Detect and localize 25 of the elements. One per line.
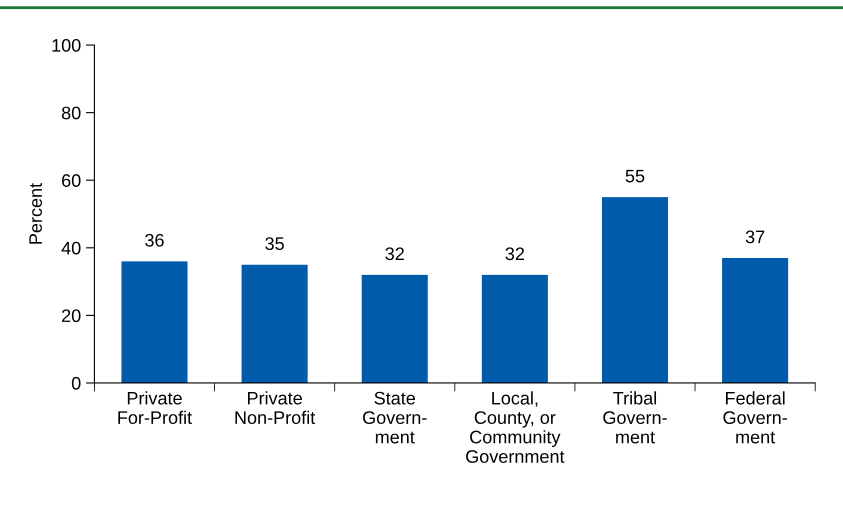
bar [722,258,788,383]
x-tick-label: Federal Govern- ment [723,391,787,444]
data-label: 55 [626,170,644,182]
x-tick-label: Local, County, or Community Government [466,391,564,463]
y-tick-label: 40 [62,242,81,255]
bar [242,264,308,383]
data-label: 32 [506,247,524,260]
data-label: 37 [746,230,764,244]
x-tick-label: State Govern- ment [363,392,427,444]
y-tick-label: 80 [62,106,81,120]
bar [602,197,668,383]
data-label: 36 [145,234,164,247]
y-tick-label: 60 [62,174,81,187]
y-tick-label: 100 [52,38,81,52]
y-tick-label: 0 [72,376,81,390]
bar [121,261,188,383]
x-tick-label: Private For-Profit [118,391,192,424]
y-axis-title: Percent [29,183,42,244]
y-tick-label: 20 [62,309,81,322]
data-label: 32 [385,247,404,260]
x-tick-label: Tribal Govern- ment [603,391,667,444]
bar [362,274,428,383]
x-tick-label: Private Non-Profit [235,391,316,424]
bar [482,274,548,383]
data-label: 35 [265,237,284,250]
